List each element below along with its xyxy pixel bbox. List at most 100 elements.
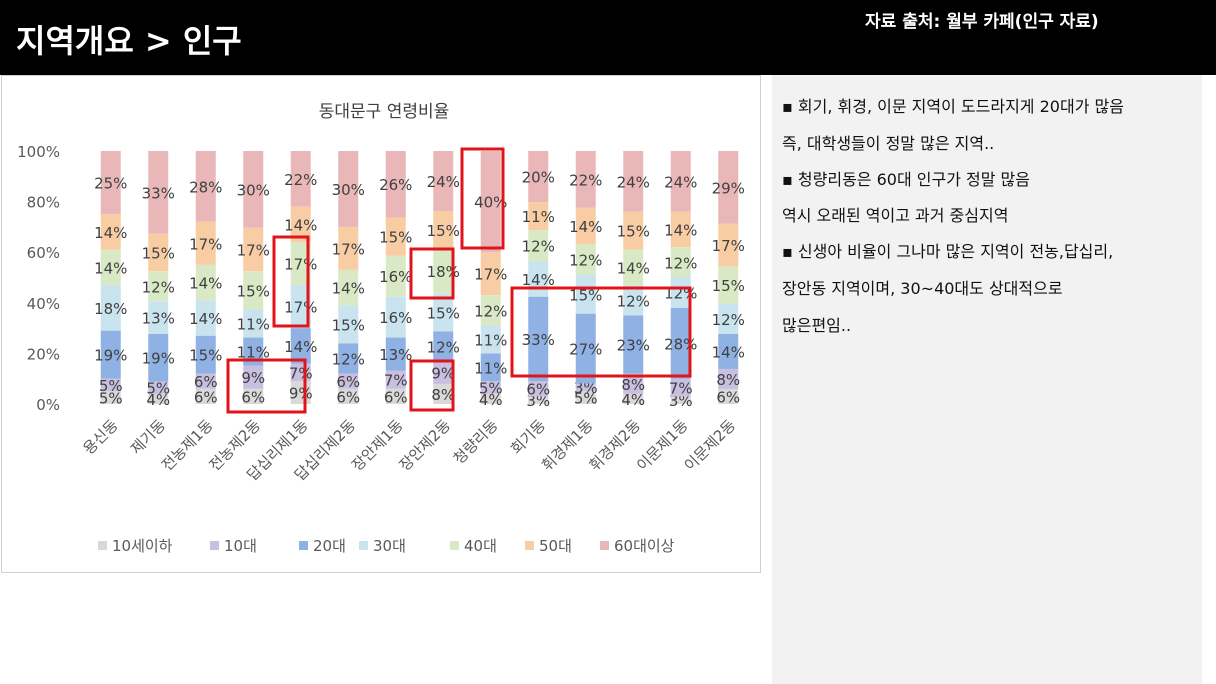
y-tick-label: 60%	[27, 244, 60, 262]
legend-label: 10세이하	[112, 537, 173, 555]
chart-title: 동대문구 연령비율	[319, 102, 450, 122]
bar-segment	[480, 252, 501, 296]
bar-segment	[433, 151, 454, 212]
data-label: 15%	[379, 229, 412, 247]
bar-segment	[623, 249, 644, 286]
bar-segment	[338, 305, 359, 344]
data-label: 22%	[569, 171, 602, 189]
data-label: 12%	[712, 311, 745, 329]
bar-segment	[623, 285, 644, 316]
data-label: 23%	[617, 337, 650, 355]
data-label: 17%	[332, 240, 365, 258]
data-label: 17%	[237, 241, 270, 259]
data-label: 7%	[669, 380, 693, 398]
bar-segment	[623, 373, 644, 394]
y-tick-label: 20%	[27, 345, 60, 363]
legend-label: 30대	[373, 537, 406, 555]
bar-segment	[433, 383, 454, 404]
data-label: 13%	[142, 310, 175, 328]
bar-segment	[100, 151, 121, 215]
bar-segment	[575, 207, 596, 244]
legend-label: 40대	[464, 537, 497, 555]
data-label: 40%	[474, 194, 507, 212]
bar-segment	[100, 249, 121, 286]
y-tick-label: 0%	[36, 396, 60, 414]
data-label: 27%	[569, 340, 602, 358]
data-label: 14%	[94, 224, 127, 242]
header-bar: 지역개요 > 인구 자료 출처: 월부 카페(인구 자료)	[0, 0, 1216, 75]
data-label: 3%	[526, 392, 550, 410]
data-label: 8%	[621, 376, 645, 394]
page-title: 지역개요 > 인구	[16, 22, 242, 60]
legend-label: 10대	[224, 537, 257, 555]
data-label: 3%	[574, 379, 598, 397]
bar-segment	[670, 211, 691, 248]
data-label: 14%	[332, 280, 365, 298]
highlight-box	[510, 286, 692, 378]
note-line: 즉, 대학생들이 정말 많은 지역..	[782, 134, 995, 153]
bar-segment	[290, 206, 311, 243]
data-label: 29%	[712, 179, 745, 197]
legend-swatch	[359, 541, 368, 550]
bar-segment	[338, 151, 359, 227]
data-label: 17%	[712, 237, 745, 255]
data-label: 22%	[284, 171, 317, 189]
data-label: 24%	[617, 173, 650, 191]
bar-segment	[718, 388, 739, 404]
data-label: 8%	[716, 371, 740, 389]
data-label: 15%	[712, 277, 745, 295]
data-label: 12%	[427, 338, 460, 356]
bar-segment	[195, 300, 216, 336]
data-label: 16%	[379, 268, 412, 286]
bar-segment	[670, 247, 691, 278]
bar-segment	[528, 396, 549, 404]
bar-segment	[670, 378, 691, 397]
bar-segment	[480, 381, 501, 394]
data-label: 11%	[474, 331, 507, 349]
bar-segment	[243, 151, 264, 228]
bar-segment	[433, 211, 454, 249]
legend-label: 20대	[313, 537, 346, 555]
y-tick-label: 40%	[27, 295, 60, 313]
bar-segment	[385, 151, 406, 218]
bar-segment	[433, 248, 454, 294]
data-label: 5%	[99, 377, 123, 395]
bar-segment	[480, 151, 501, 253]
bar-segment	[718, 333, 739, 369]
bar-segment	[385, 255, 406, 297]
data-label: 6%	[336, 373, 360, 391]
bar-segment	[195, 373, 216, 389]
bar-segment	[670, 396, 691, 404]
data-label: 33%	[522, 331, 555, 349]
highlight-box	[409, 247, 455, 300]
bar-segment	[243, 365, 264, 389]
note-line: ▪ 신생아 비율이 그나마 많은 지역이 전농,답십리,	[782, 242, 1114, 261]
data-label: 28%	[664, 335, 697, 353]
bar-segment	[718, 303, 739, 334]
legend-swatch	[299, 541, 308, 550]
note-line: 많은편임..	[782, 316, 852, 335]
bar-segment	[195, 264, 216, 301]
data-label: 12%	[522, 238, 555, 256]
data-label: 14%	[522, 271, 555, 289]
bar-segment	[718, 151, 739, 224]
bar-segment	[148, 271, 169, 302]
data-label: 11%	[474, 359, 507, 377]
data-label: 14%	[664, 221, 697, 239]
bar-segment	[528, 151, 549, 203]
data-label: 15%	[427, 305, 460, 323]
bar-segment	[100, 214, 121, 250]
bar-segment	[290, 151, 311, 207]
bar-segment	[148, 151, 169, 234]
source-note: 자료 출처: 월부 카페(인구 자료)	[865, 12, 1099, 32]
bar-segment	[433, 293, 454, 332]
data-label: 14%	[569, 218, 602, 236]
bar-segment	[338, 373, 359, 389]
bar-segment	[575, 243, 596, 275]
bar-segment	[100, 378, 121, 392]
chart-svg: 동대문구 연령비율0%20%40%60%80%100%5%5%19%18%14%…	[17, 102, 745, 555]
data-label: 7%	[384, 372, 408, 390]
bar-segment	[528, 381, 549, 397]
bar-segment	[290, 328, 311, 364]
bar-segment	[195, 335, 216, 374]
